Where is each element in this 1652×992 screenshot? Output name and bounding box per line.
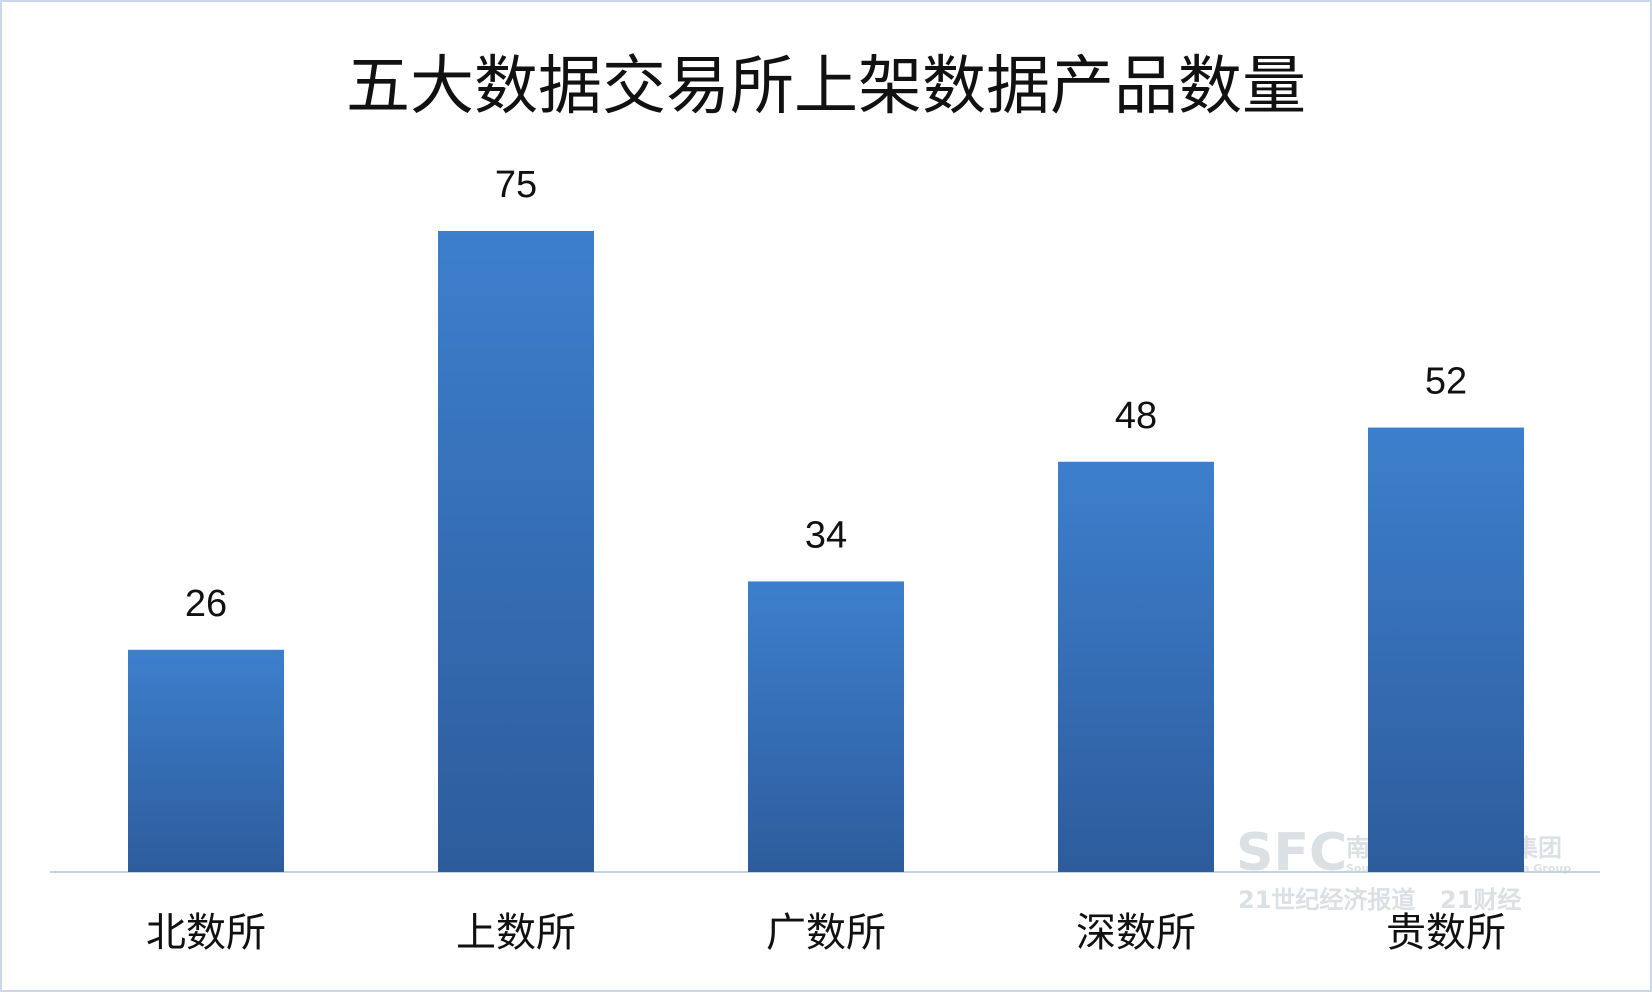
data-label: 52 [1425,361,1467,403]
bar [1368,427,1524,872]
bar [438,231,594,872]
x-tick-label: 广数所 [766,910,886,956]
data-label: 75 [495,164,537,206]
x-tick-label: 贵数所 [1386,910,1506,956]
watermark-paper: 21世纪经济报道 [1238,886,1415,914]
x-tick-label: 深数所 [1076,910,1196,956]
watermark-logo: SFC [1236,823,1347,883]
bar [128,649,284,872]
data-label: 48 [1115,395,1157,437]
data-label: 34 [805,514,847,556]
watermark-app: 21财经 [1440,886,1521,914]
data-label: 26 [185,583,227,625]
x-tick-label: 北数所 [146,910,266,956]
bar [1058,461,1214,872]
x-tick-label: 上数所 [456,910,576,956]
bar [748,581,904,872]
chart-title: 五大数据交易所上架数据产品数量 [346,50,1306,124]
